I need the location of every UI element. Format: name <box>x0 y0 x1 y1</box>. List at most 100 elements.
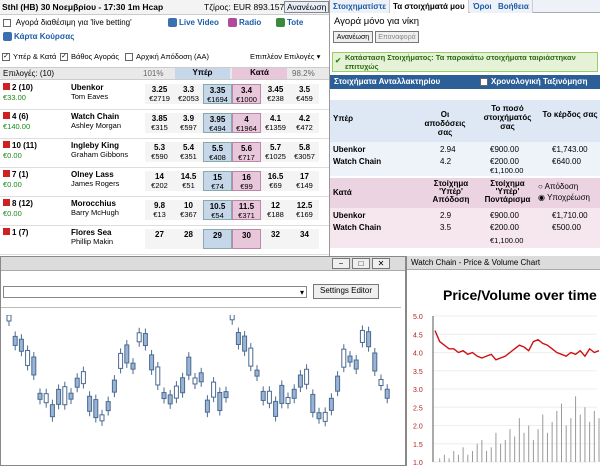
runner-name[interactable]: Ingleby King <box>71 141 119 150</box>
reuse-button[interactable]: Επαναφορά <box>375 31 419 43</box>
back-price-cell[interactable]: 29 <box>203 229 232 249</box>
refresh-button[interactable]: Ανανέωση <box>333 31 373 43</box>
links-row: Αγορά διαθέσιμη για 'live betting' Live … <box>3 18 328 30</box>
tab-terms[interactable]: Όροι <box>470 0 496 13</box>
silks-icon <box>3 199 10 206</box>
back-price-cell[interactable]: 28 <box>174 229 203 249</box>
update-button[interactable]: Ανανέωση <box>284 1 329 13</box>
lay-price-cell[interactable]: 3.45 €238 <box>261 84 290 104</box>
candle-body <box>211 381 217 398</box>
runner-name[interactable]: Ubenkor <box>71 83 104 92</box>
back-price-cell[interactable]: 3.35 €1694 <box>203 84 232 104</box>
candle-body <box>242 335 248 352</box>
candle-body <box>186 356 192 376</box>
candle-body <box>74 377 80 388</box>
back-lay-option[interactable]: ✓ Υπέρ & Κατά <box>2 52 57 62</box>
maximize-button[interactable]: □ <box>352 258 370 269</box>
tab-help[interactable]: Βοήθεια <box>495 0 533 13</box>
chrono-sort-toggle[interactable]: Χρονολογική Ταξινόμηση <box>480 75 587 89</box>
back-price-cell[interactable]: 15 €74 <box>203 171 232 191</box>
odds-radio[interactable]: ○ Απόδοση <box>538 182 579 191</box>
back-price-cell[interactable]: 5.5 €408 <box>203 142 232 162</box>
radio-link[interactable]: Radio <box>228 18 261 28</box>
back-price-cell[interactable]: 5.3 €590 <box>145 142 174 162</box>
runner-row[interactable]: 1 (7) Flores Sea Phillip Makin 27 28 29 30 32… <box>0 226 329 255</box>
back-price-cell[interactable]: 10.5 €54 <box>203 200 232 220</box>
back-price-cell[interactable]: 9.8 €13 <box>145 200 174 220</box>
bet-row: Watch Chain 4.2 €200.00 €640.00 <box>330 157 600 168</box>
candle-body <box>68 392 74 400</box>
lay-price-cell[interactable]: 30 <box>232 229 261 249</box>
back-price-cell[interactable]: 10 €367 <box>174 200 203 220</box>
back-price-cell[interactable]: 14 €202 <box>145 171 174 191</box>
back-price-cell[interactable]: 3.25 €2719 <box>145 84 174 104</box>
lay-price-cell[interactable]: 11.5 €371 <box>232 200 261 220</box>
back-price-cell[interactable]: 3.85 €315 <box>145 113 174 133</box>
lay-price-cell[interactable]: 4 €1964 <box>232 113 261 133</box>
lay-price-cell[interactable]: 5.6 €717 <box>232 142 261 162</box>
candle-body <box>31 356 37 376</box>
lay-price-cell[interactable]: 17 €149 <box>290 171 319 191</box>
back-total: €1,100.00 <box>490 166 524 175</box>
lay-price-cell[interactable]: 34 <box>290 229 319 249</box>
depth-option[interactable]: ✓ Βάθος Αγοράς <box>60 52 119 62</box>
runner-jockey: Ashley Morgan <box>71 121 122 130</box>
lay-price-cell[interactable]: 4.2 €472 <box>290 113 319 133</box>
form-link[interactable]: Κάρτα Κούρσας <box>3 32 74 44</box>
y-tick-label: 1.5 <box>413 442 423 449</box>
bet-row: Ubenkor 2.94 €900.00 €1,743.00 <box>330 145 600 156</box>
live-video-link[interactable]: Live Video <box>168 18 219 28</box>
tote-link[interactable]: Tote <box>276 18 303 28</box>
lay-price-cell[interactable]: 4.1 €1359 <box>261 113 290 133</box>
back-price-cell[interactable]: 3.95 €494 <box>203 113 232 133</box>
bet-selection: Watch Chain <box>333 157 382 166</box>
bet-odds: 3.5 <box>440 223 452 232</box>
y-tick-label: 4.0 <box>413 351 423 358</box>
candle-body <box>223 391 229 399</box>
lay-price-cell[interactable]: 5.8 €3057 <box>290 142 319 162</box>
runner-name[interactable]: Watch Chain <box>71 112 120 121</box>
liability-radio[interactable]: ◉ Υποχρέωση <box>538 193 590 202</box>
runner-row[interactable]: 4 (6) €140.00 Watch Chain Ashley Morgan 3… <box>0 110 329 139</box>
back-price-cell[interactable]: 14.5 €51 <box>174 171 203 191</box>
market-select[interactable]: ▾ <box>3 286 307 298</box>
runner-row[interactable]: 8 (12) €0.00 Morocchius Barry McHugh 9.8 €… <box>0 197 329 226</box>
runner-name[interactable]: Morocchius <box>71 199 116 208</box>
runner-stall: 7 (1) <box>3 170 28 179</box>
start-prices-option[interactable]: Αρχική Απόδοση (AA) <box>125 52 209 62</box>
candle-body <box>167 394 173 405</box>
lay-price-cell[interactable]: 5.7 €1025 <box>261 142 290 162</box>
runner-name[interactable]: Flores Sea <box>71 228 112 237</box>
close-button[interactable]: ✕ <box>372 258 390 269</box>
lay-price-cell[interactable]: 12 €188 <box>261 200 290 220</box>
lay-price-cell[interactable]: 32 <box>261 229 290 249</box>
candle-body <box>87 395 93 412</box>
minimize-button[interactable]: − <box>332 258 350 269</box>
runner-stall: 4 (6) <box>3 112 28 121</box>
lay-price-cell[interactable]: 16.5 €69 <box>261 171 290 191</box>
candle-body <box>93 399 99 419</box>
candle-body <box>279 384 285 404</box>
runner-row[interactable]: 2 (10) €33.00 Ubenkor Tom Eaves 3.25 €2719… <box>0 81 329 110</box>
candle-body <box>204 399 210 413</box>
tab-my-bets[interactable]: Τα στοιχήματά μου <box>390 0 469 13</box>
back-price-cell[interactable]: 27 <box>145 229 174 249</box>
lay-price-cell[interactable]: 12.5 €169 <box>290 200 319 220</box>
lay-price-cell[interactable]: 16 €99 <box>232 171 261 191</box>
candle-body <box>43 393 49 404</box>
tab-place-bets[interactable]: Στοιχηματίστε <box>330 0 391 13</box>
runner-row[interactable]: 10 (11) €0.00 Ingleby King Graham Gibbon… <box>0 139 329 168</box>
lay-price-cell[interactable]: 3.5 €459 <box>290 84 319 104</box>
more-options[interactable]: Επιπλέον Επιλογές ▾ <box>250 52 321 61</box>
pv-window-title: Watch Chain - Price & Volume Chart <box>407 256 600 270</box>
settings-editor-button[interactable]: Settings Editor <box>313 284 379 299</box>
runner-position: €0.00 <box>3 209 22 218</box>
runner-name[interactable]: Olney Lass <box>71 170 114 179</box>
inplay-checkbox[interactable] <box>3 18 11 27</box>
back-price-cell[interactable]: 3.9 €597 <box>174 113 203 133</box>
back-price-cell[interactable]: 3.3 €2053 <box>174 84 203 104</box>
back-price-cell[interactable]: 5.4 €351 <box>174 142 203 162</box>
runner-stall: 1 (7) <box>3 228 28 237</box>
runner-row[interactable]: 7 (1) €0.00 Olney Lass James Rogers 14 €20… <box>0 168 329 197</box>
lay-price-cell[interactable]: 3.4 €1000 <box>232 84 261 104</box>
